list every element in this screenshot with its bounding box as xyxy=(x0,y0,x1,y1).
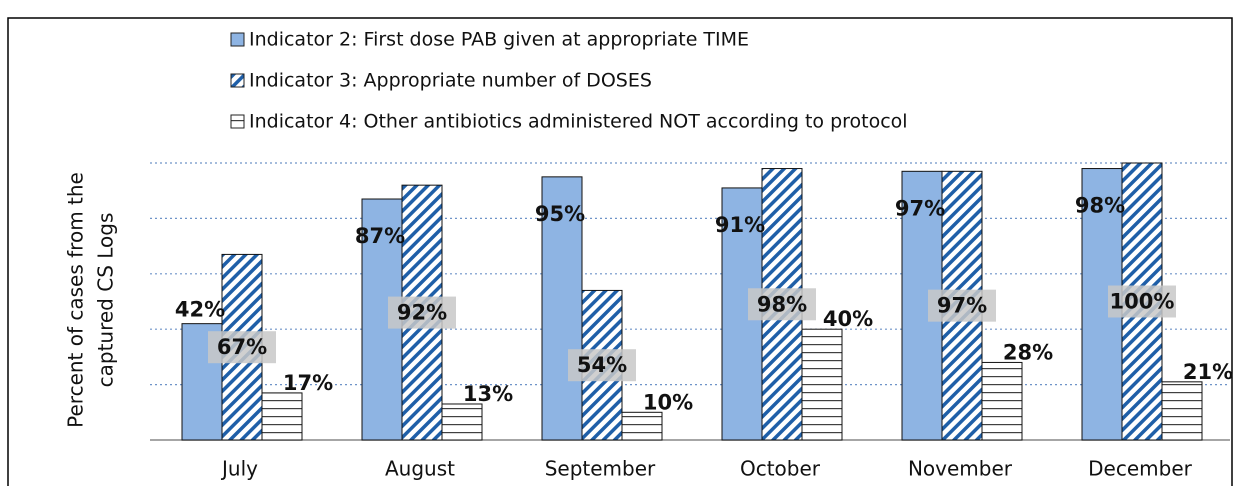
x-tick-label: August xyxy=(385,457,455,481)
bar xyxy=(261,392,303,441)
chart-frame xyxy=(7,17,1233,486)
x-tick-label: November xyxy=(908,457,1013,481)
value-label: 67% xyxy=(217,335,267,359)
value-label: 97% xyxy=(937,294,987,318)
y-axis-label: Percent of cases from the captured CS Lo… xyxy=(64,172,118,428)
bar xyxy=(541,176,583,441)
bar xyxy=(1161,381,1203,441)
bar xyxy=(621,411,663,441)
value-label: 100% xyxy=(1110,290,1175,314)
value-label: 10% xyxy=(643,390,693,414)
value-label: 98% xyxy=(1075,194,1125,218)
x-tick-label: October xyxy=(740,457,821,481)
value-label: 17% xyxy=(283,371,333,395)
value-label-box xyxy=(928,289,996,322)
value-label-box xyxy=(748,288,816,321)
value-label-box xyxy=(568,349,636,382)
value-label-box xyxy=(1108,285,1176,318)
bar xyxy=(441,403,483,441)
x-tick-label: July xyxy=(220,457,258,481)
value-label: 40% xyxy=(823,307,873,331)
value-label: 87% xyxy=(355,224,405,248)
legend-label: Indicator 3: Appropriate number of DOSES xyxy=(249,70,652,92)
x-tick-label: September xyxy=(545,457,656,481)
legend-marker xyxy=(230,73,245,88)
x-tick-label: December xyxy=(1088,457,1192,481)
bar xyxy=(801,328,843,441)
y-axis-label-line: Percent of cases from the xyxy=(64,172,88,428)
value-label: 28% xyxy=(1003,340,1053,364)
value-label: 91% xyxy=(715,213,765,237)
value-label: 21% xyxy=(1183,360,1233,384)
legend-marker xyxy=(230,114,245,129)
value-label: 97% xyxy=(895,196,945,220)
value-label: 54% xyxy=(577,353,627,377)
bar xyxy=(901,170,943,441)
legend-label: Indicator 2: First dose PAB given at app… xyxy=(249,29,749,51)
value-label-box xyxy=(388,296,456,329)
value-label: 92% xyxy=(397,301,447,325)
legend-label: Indicator 4: Other antibiotics administe… xyxy=(249,111,908,133)
value-label: 13% xyxy=(463,382,513,406)
legend-marker xyxy=(230,32,245,47)
value-label-box xyxy=(208,331,276,364)
value-label: 42% xyxy=(175,298,225,322)
y-axis-label-line: captured CS Logs xyxy=(94,213,118,388)
value-label: 95% xyxy=(535,202,585,226)
value-label: 98% xyxy=(757,292,807,316)
bar xyxy=(981,361,1023,441)
